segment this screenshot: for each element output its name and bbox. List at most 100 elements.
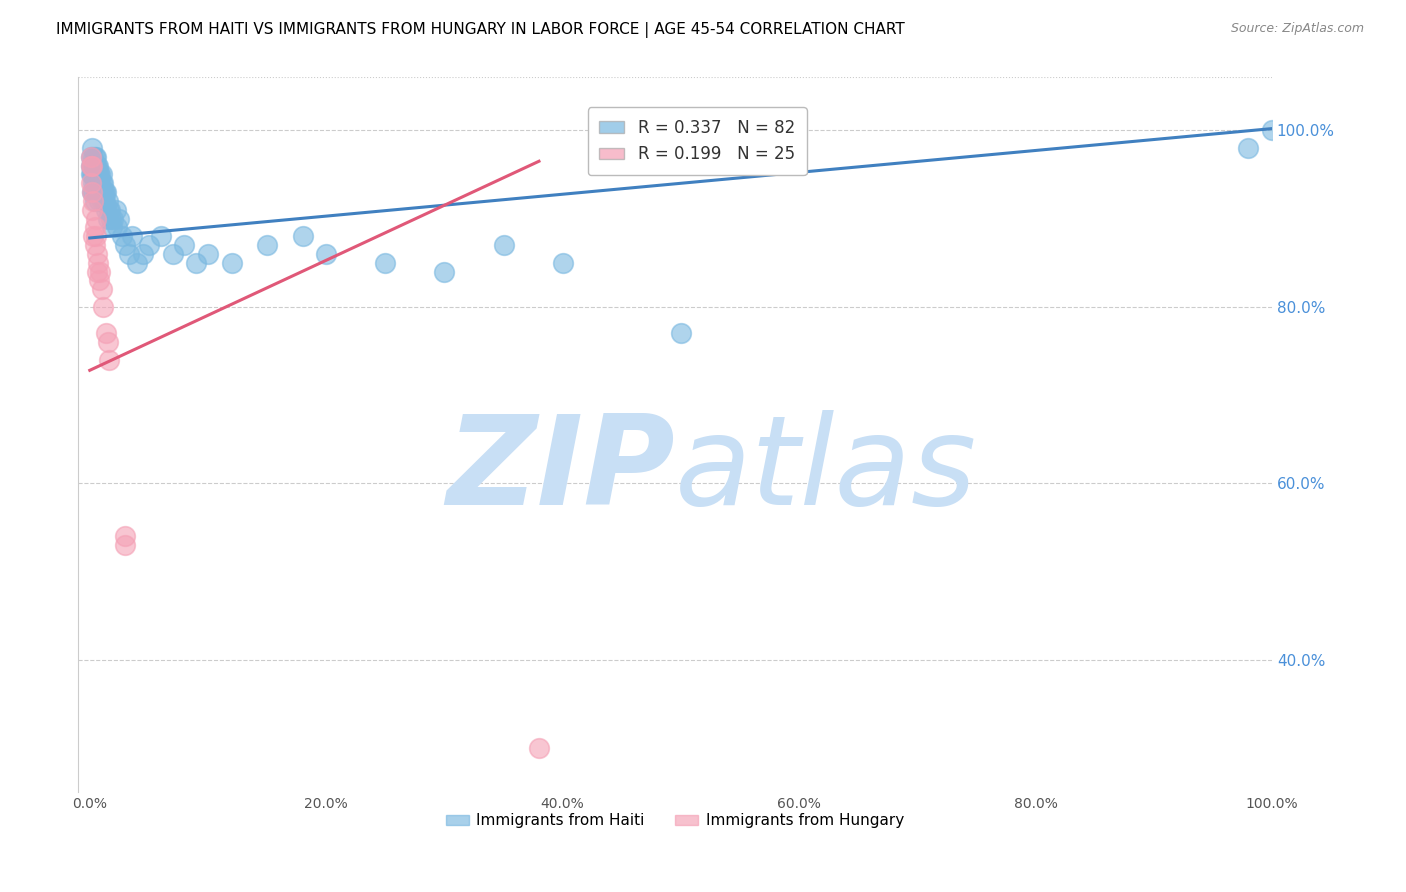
Point (91, 185, 114, 199)
Point (82, 194, 104, 208)
Point (89, 176, 111, 190)
Legend: Immigrants from Haiti, Immigrants from Hungary: Immigrants from Haiti, Immigrants from H… (440, 807, 910, 834)
Point (90, 168, 112, 182)
Text: IMMIGRANTS FROM HAITI VS IMMIGRANTS FROM HUNGARY IN LABOR FORCE | AGE 45-54 CORR: IMMIGRANTS FROM HAITI VS IMMIGRANTS FROM… (56, 22, 905, 38)
Point (82, 168, 104, 182)
Point (162, 247, 184, 261)
Point (90, 185, 112, 199)
Point (91, 176, 114, 190)
Point (80, 176, 103, 190)
Text: Source: ZipAtlas.com: Source: ZipAtlas.com (1230, 22, 1364, 36)
Point (84, 168, 107, 182)
Point (86, 168, 108, 182)
Point (492, 238, 515, 252)
Point (86, 176, 108, 190)
Point (84, 159, 107, 173)
Point (84, 185, 107, 199)
Point (100, 211, 122, 226)
Point (84, 211, 107, 226)
Point (83, 168, 105, 182)
Point (101, 220, 124, 235)
Point (315, 247, 337, 261)
Point (84, 150, 107, 164)
Point (125, 255, 148, 269)
Point (138, 238, 160, 252)
Point (221, 255, 243, 269)
Point (82, 176, 104, 190)
Point (149, 229, 172, 244)
Point (83, 238, 105, 252)
Point (98, 202, 121, 217)
Point (84, 176, 107, 190)
Point (96, 211, 118, 226)
Point (96, 202, 118, 217)
Point (82, 159, 104, 173)
Point (89, 168, 111, 182)
Point (80, 159, 103, 173)
Point (291, 229, 314, 244)
Point (83, 194, 105, 208)
Point (93, 185, 115, 199)
Point (104, 202, 127, 217)
Point (94, 185, 117, 199)
Point (96, 334, 118, 349)
Point (86, 159, 108, 173)
Point (89, 185, 111, 199)
Point (433, 264, 456, 278)
Point (83, 150, 105, 164)
Point (1261, 123, 1284, 137)
Text: atlas: atlas (675, 410, 977, 531)
Point (96, 326, 118, 341)
Point (82, 185, 104, 199)
Point (82, 185, 104, 199)
Point (111, 229, 134, 244)
Point (114, 538, 136, 552)
Point (108, 211, 131, 226)
Point (1237, 141, 1260, 155)
Point (527, 740, 550, 755)
Point (89, 176, 111, 190)
Point (80, 159, 103, 173)
Point (89, 273, 111, 287)
Point (82, 141, 104, 155)
Point (96, 185, 118, 199)
Point (82, 202, 104, 217)
Point (114, 238, 136, 252)
Point (87, 168, 110, 182)
Point (80, 168, 103, 182)
Point (82, 168, 104, 182)
Point (87, 255, 110, 269)
Point (97, 352, 120, 367)
Point (83, 159, 105, 173)
Point (118, 247, 141, 261)
Point (89, 168, 111, 182)
Point (84, 229, 107, 244)
Point (105, 220, 128, 235)
Point (89, 264, 111, 278)
Point (89, 185, 111, 199)
Point (87, 185, 110, 199)
Point (87, 176, 110, 190)
Point (173, 238, 195, 252)
Point (186, 255, 208, 269)
Point (90, 176, 112, 190)
Point (86, 247, 108, 261)
Text: ZIP: ZIP (446, 410, 675, 531)
Point (80, 150, 103, 164)
Point (97, 202, 120, 217)
Point (96, 194, 118, 208)
Point (86, 185, 108, 199)
Point (86, 264, 108, 278)
Point (80, 150, 103, 164)
Point (197, 247, 219, 261)
Point (83, 220, 105, 235)
Point (132, 247, 155, 261)
Point (82, 150, 104, 164)
Point (114, 529, 136, 543)
Point (374, 255, 396, 269)
Point (82, 159, 104, 173)
Point (90, 194, 112, 208)
Point (87, 159, 110, 173)
Point (82, 159, 104, 173)
Point (103, 211, 125, 226)
